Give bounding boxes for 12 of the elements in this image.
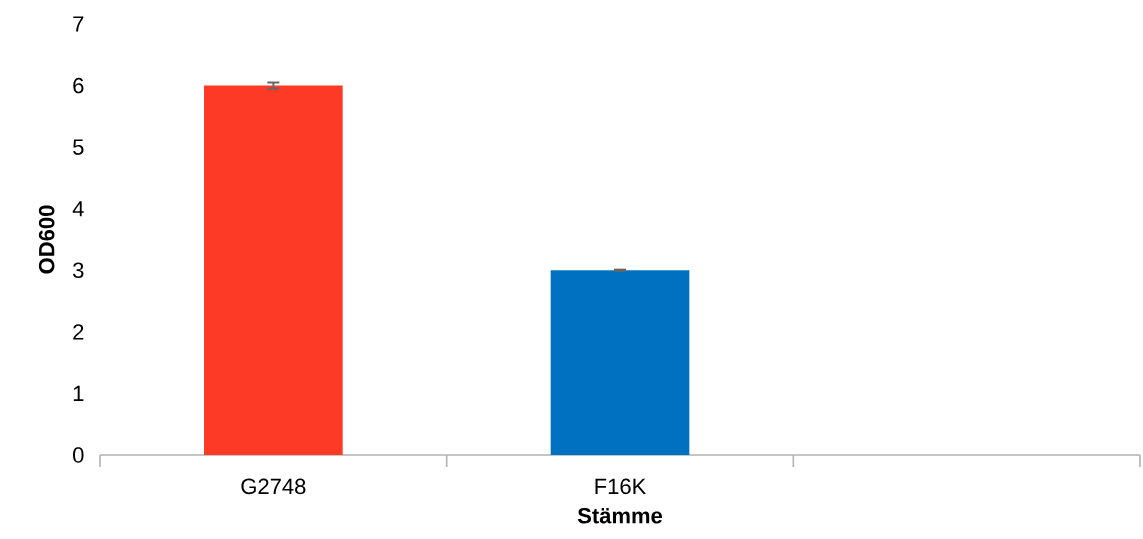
- y-tick-label: 7: [73, 16, 84, 32]
- y-tick-label: 3: [73, 262, 84, 279]
- x-axis-title: Stämme: [577, 507, 663, 524]
- y-axis-title: OD600: [38, 205, 55, 274]
- y-tick-label: 6: [73, 77, 84, 94]
- x-tick-label: F16K: [595, 478, 647, 495]
- y-tick-label: 4: [72, 201, 84, 217]
- y-tick-label: 1: [73, 385, 84, 401]
- y-tick-label: 0: [73, 447, 84, 463]
- y-tick-label: 5: [73, 139, 84, 155]
- y-tick-label: 2: [73, 324, 84, 340]
- x-tick-label: G2748: [241, 478, 306, 495]
